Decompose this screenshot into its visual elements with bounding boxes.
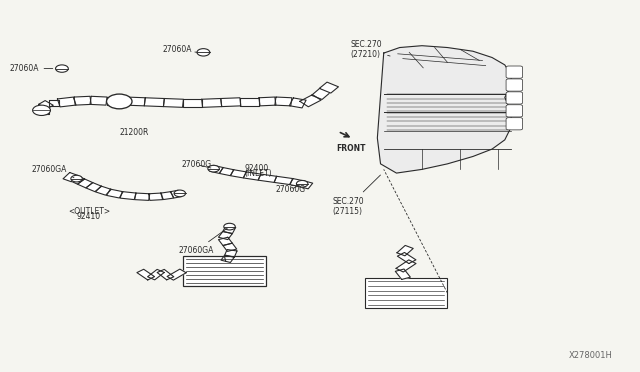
Polygon shape (319, 82, 339, 93)
Polygon shape (397, 246, 413, 256)
Polygon shape (396, 260, 416, 272)
Polygon shape (106, 189, 123, 198)
Polygon shape (221, 98, 241, 107)
Polygon shape (144, 98, 164, 107)
Polygon shape (157, 269, 174, 280)
Polygon shape (125, 97, 145, 106)
Polygon shape (210, 166, 223, 173)
Polygon shape (258, 174, 276, 182)
Circle shape (174, 190, 186, 197)
Polygon shape (202, 99, 221, 108)
Text: 27060G: 27060G (182, 160, 212, 169)
Circle shape (33, 105, 51, 115)
Text: 27060A: 27060A (9, 64, 52, 73)
Polygon shape (39, 100, 53, 109)
Polygon shape (289, 179, 304, 187)
Polygon shape (397, 253, 416, 263)
Polygon shape (241, 98, 259, 106)
Text: 92410: 92410 (77, 212, 100, 221)
Bar (183, 256, 266, 286)
Polygon shape (300, 181, 313, 189)
Polygon shape (221, 255, 234, 263)
Polygon shape (37, 107, 49, 114)
Text: 21200R: 21200R (119, 128, 148, 137)
Polygon shape (274, 176, 292, 185)
Circle shape (71, 175, 83, 182)
Text: 27060A: 27060A (163, 45, 197, 54)
Text: 92400: 92400 (245, 164, 269, 173)
FancyBboxPatch shape (506, 105, 523, 117)
Polygon shape (396, 269, 410, 279)
Polygon shape (161, 192, 173, 199)
FancyBboxPatch shape (506, 66, 523, 78)
Polygon shape (137, 269, 154, 280)
Polygon shape (86, 183, 102, 192)
Polygon shape (90, 96, 107, 105)
Polygon shape (148, 193, 163, 201)
Polygon shape (120, 192, 136, 200)
Text: SEC.270
(27210): SEC.270 (27210) (351, 40, 390, 59)
Polygon shape (243, 172, 261, 180)
Polygon shape (74, 96, 91, 105)
Text: <OUTLET>: <OUTLET> (68, 206, 111, 216)
FancyBboxPatch shape (506, 79, 523, 91)
Polygon shape (223, 226, 236, 233)
FancyBboxPatch shape (506, 92, 523, 104)
Polygon shape (275, 97, 292, 106)
Bar (365, 278, 447, 308)
Polygon shape (170, 190, 182, 198)
Polygon shape (183, 99, 202, 108)
Polygon shape (218, 231, 232, 240)
Text: SEC.270
(27115): SEC.270 (27115) (333, 175, 380, 216)
Circle shape (296, 180, 308, 187)
Polygon shape (378, 46, 511, 173)
Circle shape (224, 223, 236, 230)
Polygon shape (58, 97, 76, 107)
Polygon shape (218, 237, 232, 246)
Polygon shape (225, 250, 237, 257)
Polygon shape (259, 97, 276, 106)
Polygon shape (148, 269, 164, 280)
Polygon shape (71, 176, 84, 184)
Polygon shape (134, 193, 150, 201)
Text: FRONT: FRONT (336, 144, 365, 153)
Polygon shape (300, 94, 321, 107)
Polygon shape (106, 97, 125, 105)
Circle shape (106, 94, 132, 109)
FancyBboxPatch shape (506, 118, 523, 130)
Circle shape (208, 165, 220, 172)
Circle shape (197, 49, 210, 56)
Polygon shape (223, 243, 237, 251)
Polygon shape (49, 100, 59, 106)
Polygon shape (312, 87, 332, 99)
Polygon shape (63, 173, 78, 182)
Text: 27060G: 27060G (275, 185, 305, 194)
Text: (INLET): (INLET) (245, 169, 273, 178)
Polygon shape (163, 99, 184, 108)
Text: X278001H: X278001H (569, 350, 613, 359)
Polygon shape (167, 269, 186, 280)
Text: 27060GA: 27060GA (32, 165, 74, 178)
Polygon shape (95, 186, 111, 195)
Polygon shape (220, 167, 234, 176)
Polygon shape (230, 170, 246, 178)
Polygon shape (77, 179, 93, 188)
Text: 27060GA: 27060GA (179, 228, 227, 255)
Polygon shape (289, 98, 306, 108)
Circle shape (56, 65, 68, 72)
